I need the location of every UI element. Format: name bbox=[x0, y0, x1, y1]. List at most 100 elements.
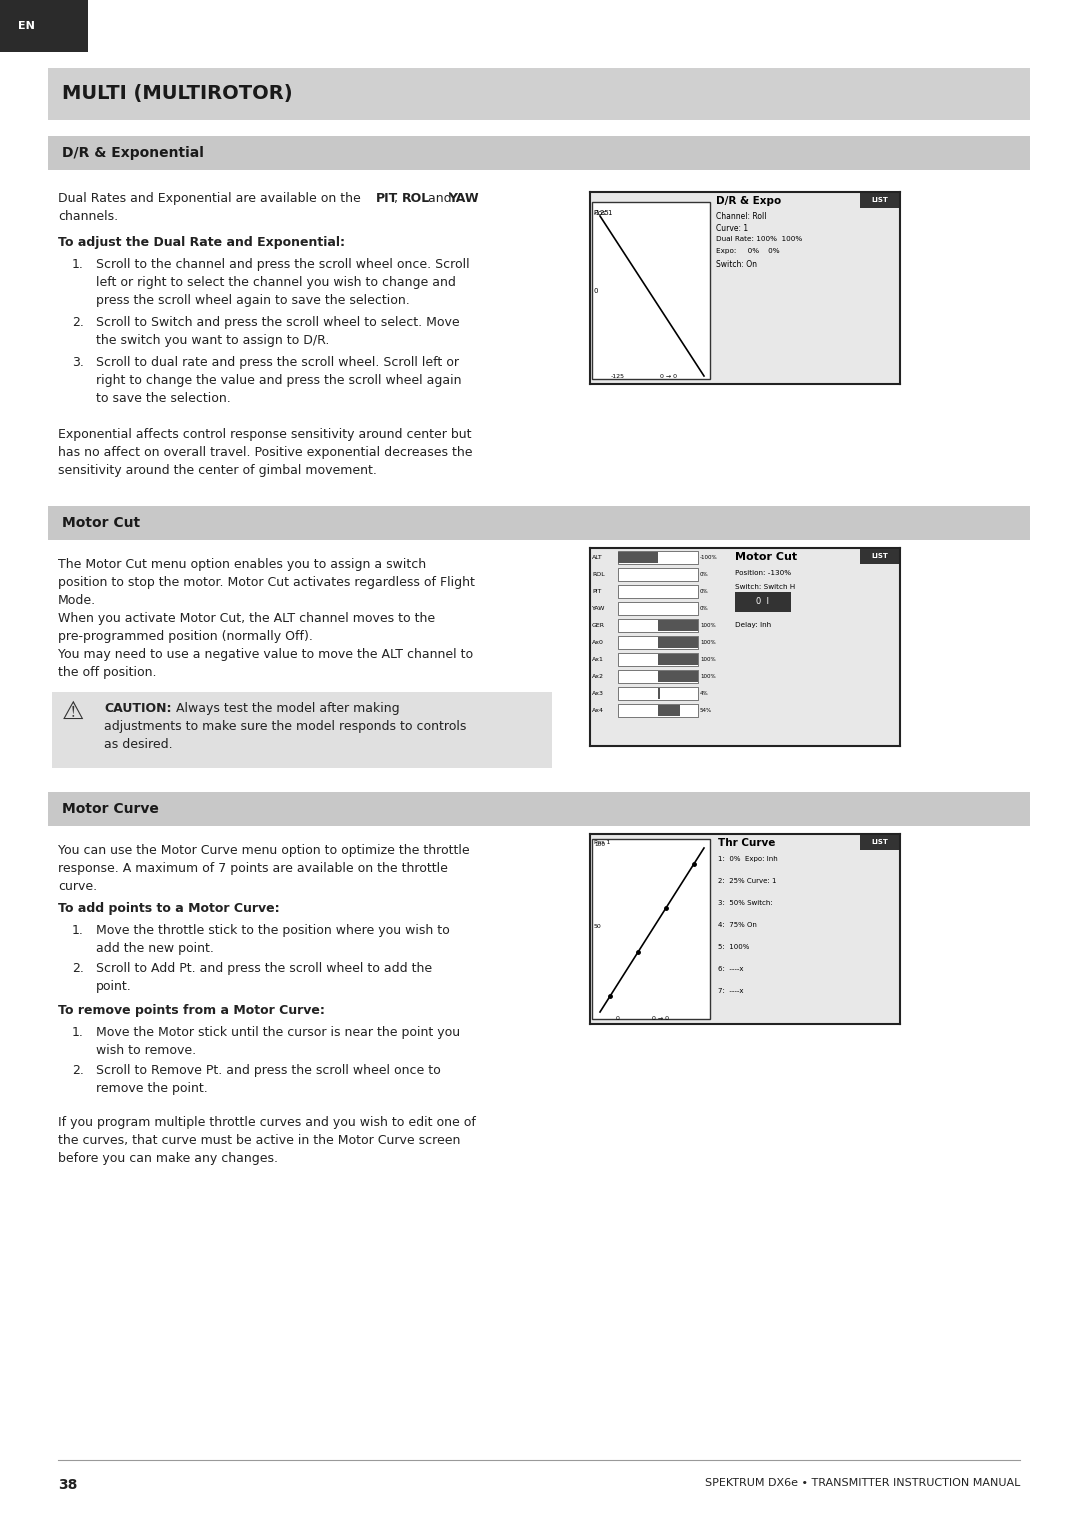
Text: response. A maximum of 7 points are available on the throttle: response. A maximum of 7 points are avai… bbox=[58, 861, 448, 875]
Text: 4%: 4% bbox=[700, 690, 709, 696]
Text: Motor Cut: Motor Cut bbox=[62, 516, 140, 530]
Text: 2.: 2. bbox=[72, 961, 84, 975]
Text: 100%: 100% bbox=[700, 622, 715, 628]
Text: Scroll to Switch and press the scroll wheel to select. Move: Scroll to Switch and press the scroll wh… bbox=[96, 316, 460, 329]
Text: 0: 0 bbox=[595, 288, 599, 294]
Text: -125: -125 bbox=[611, 374, 625, 378]
Text: Scroll to Remove Pt. and press the scroll wheel once to: Scroll to Remove Pt. and press the scrol… bbox=[96, 1064, 440, 1076]
Text: Position: -130%: Position: -130% bbox=[735, 569, 792, 575]
Text: -125: -125 bbox=[595, 210, 610, 217]
Text: add the new point.: add the new point. bbox=[96, 942, 214, 955]
Text: The Motor Cut menu option enables you to assign a switch: The Motor Cut menu option enables you to… bbox=[58, 559, 426, 571]
Text: has no affect on overall travel. Positive exponential decreases the: has no affect on overall travel. Positiv… bbox=[58, 447, 473, 459]
Text: 0 → 0: 0 → 0 bbox=[659, 374, 676, 378]
Text: LIST: LIST bbox=[871, 197, 889, 203]
Text: Mode.: Mode. bbox=[58, 593, 96, 607]
Text: Pos 1: Pos 1 bbox=[595, 840, 611, 845]
Text: left or right to select the channel you wish to change and: left or right to select the channel you … bbox=[96, 276, 456, 289]
Text: Channel: Roll: Channel: Roll bbox=[716, 212, 767, 221]
Bar bbox=[861, 834, 900, 849]
Text: 50: 50 bbox=[595, 925, 602, 930]
Text: CAUTION:: CAUTION: bbox=[104, 702, 171, 715]
Text: position to stop the motor. Motor Cut activates regardless of Flight: position to stop the motor. Motor Cut ac… bbox=[58, 575, 475, 589]
Text: D/R & Expo: D/R & Expo bbox=[716, 195, 781, 206]
Text: Dual Rate: 100%  100%: Dual Rate: 100% 100% bbox=[716, 236, 802, 242]
Text: 5:  100%: 5: 100% bbox=[718, 945, 750, 949]
Text: 2:  25% Curve: 1: 2: 25% Curve: 1 bbox=[718, 878, 777, 884]
Text: Ax3: Ax3 bbox=[592, 690, 604, 696]
Text: Scroll to Add Pt. and press the scroll wheel to add the: Scroll to Add Pt. and press the scroll w… bbox=[96, 961, 432, 975]
Bar bbox=[658, 706, 680, 716]
Text: Motor Cut: Motor Cut bbox=[735, 553, 797, 562]
Text: Pos 1: Pos 1 bbox=[595, 210, 613, 217]
Text: When you activate Motor Cut, the ALT channel moves to the: When you activate Motor Cut, the ALT cha… bbox=[58, 612, 435, 625]
Bar bbox=[618, 671, 698, 683]
Text: Exponential affects control response sensitivity around center but: Exponential affects control response sen… bbox=[58, 428, 472, 441]
Text: Ax0: Ax0 bbox=[592, 640, 604, 645]
Bar bbox=[0, 0, 88, 51]
Text: Motor Curve: Motor Curve bbox=[62, 802, 159, 816]
Text: sensitivity around the center of gimbal movement.: sensitivity around the center of gimbal … bbox=[58, 463, 377, 477]
Text: 1:  0%  Expo: Inh: 1: 0% Expo: Inh bbox=[718, 855, 778, 861]
Bar bbox=[618, 551, 698, 565]
Bar bbox=[618, 568, 698, 581]
Text: You can use the Motor Curve menu option to optimize the throttle: You can use the Motor Curve menu option … bbox=[58, 843, 470, 857]
Text: 1.: 1. bbox=[72, 1026, 84, 1039]
Text: YAW: YAW bbox=[448, 192, 478, 204]
Text: Scroll to dual rate and press the scroll wheel. Scroll left or: Scroll to dual rate and press the scroll… bbox=[96, 356, 459, 369]
Text: 3.: 3. bbox=[72, 356, 84, 369]
Bar bbox=[618, 553, 658, 563]
Text: point.: point. bbox=[96, 980, 131, 993]
Text: 100: 100 bbox=[595, 842, 605, 846]
Text: 2.: 2. bbox=[72, 316, 84, 329]
Text: to save the selection.: to save the selection. bbox=[96, 392, 230, 406]
Text: EN: EN bbox=[17, 21, 34, 30]
Text: D/R & Exponential: D/R & Exponential bbox=[62, 145, 204, 160]
Bar bbox=[592, 201, 710, 378]
Text: 4:  75% On: 4: 75% On bbox=[718, 922, 757, 928]
Text: 3:  50% Switch:: 3: 50% Switch: bbox=[718, 899, 773, 905]
Bar bbox=[618, 619, 698, 631]
Text: MULTI (MULTIROTOR): MULTI (MULTIROTOR) bbox=[62, 85, 293, 103]
Text: wish to remove.: wish to remove. bbox=[96, 1045, 196, 1057]
Text: 0  I: 0 I bbox=[756, 598, 769, 607]
Text: press the scroll wheel again to save the selection.: press the scroll wheel again to save the… bbox=[96, 294, 409, 307]
Bar bbox=[658, 671, 698, 681]
Text: Always test the model after making: Always test the model after making bbox=[172, 702, 400, 715]
Text: ALT: ALT bbox=[592, 556, 603, 560]
Text: pre-programmed position (normally Off).: pre-programmed position (normally Off). bbox=[58, 630, 313, 643]
Text: the switch you want to assign to D/R.: the switch you want to assign to D/R. bbox=[96, 335, 330, 347]
Text: Dual Rates and Exponential are available on the: Dual Rates and Exponential are available… bbox=[58, 192, 365, 204]
Text: the curves, that curve must be active in the Motor Curve screen: the curves, that curve must be active in… bbox=[58, 1134, 460, 1148]
Text: 0 → 0: 0 → 0 bbox=[652, 1016, 669, 1020]
Text: 100%: 100% bbox=[700, 657, 715, 662]
Bar bbox=[48, 792, 1030, 827]
Bar bbox=[658, 637, 698, 648]
Bar bbox=[861, 192, 900, 207]
Text: curve.: curve. bbox=[58, 880, 97, 893]
Text: 0%: 0% bbox=[700, 589, 709, 593]
Bar bbox=[658, 654, 698, 665]
Text: Scroll to the channel and press the scroll wheel once. Scroll: Scroll to the channel and press the scro… bbox=[96, 257, 470, 271]
Text: Ax4: Ax4 bbox=[592, 709, 604, 713]
Text: remove the point.: remove the point. bbox=[96, 1083, 208, 1095]
Bar bbox=[48, 506, 1030, 540]
Bar bbox=[658, 621, 698, 631]
Text: Delay: Inh: Delay: Inh bbox=[735, 622, 771, 628]
Text: GER: GER bbox=[592, 622, 605, 628]
Text: 2.: 2. bbox=[72, 1064, 84, 1076]
Text: 7:  ----x: 7: ----x bbox=[718, 989, 743, 995]
Text: as desired.: as desired. bbox=[104, 737, 172, 751]
Text: 54%: 54% bbox=[700, 709, 712, 713]
Text: Ax2: Ax2 bbox=[592, 674, 604, 678]
Bar bbox=[861, 548, 900, 565]
Text: LIST: LIST bbox=[871, 553, 889, 559]
Bar bbox=[618, 584, 698, 598]
Text: ROL: ROL bbox=[402, 192, 430, 204]
Text: right to change the value and press the scroll wheel again: right to change the value and press the … bbox=[96, 374, 462, 388]
Text: adjustments to make sure the model responds to controls: adjustments to make sure the model respo… bbox=[104, 721, 466, 733]
Text: Switch: Switch H: Switch: Switch H bbox=[735, 584, 795, 590]
Text: To adjust the Dual Rate and Exponential:: To adjust the Dual Rate and Exponential: bbox=[58, 236, 345, 248]
Text: the off position.: the off position. bbox=[58, 666, 156, 678]
Bar bbox=[618, 653, 698, 666]
